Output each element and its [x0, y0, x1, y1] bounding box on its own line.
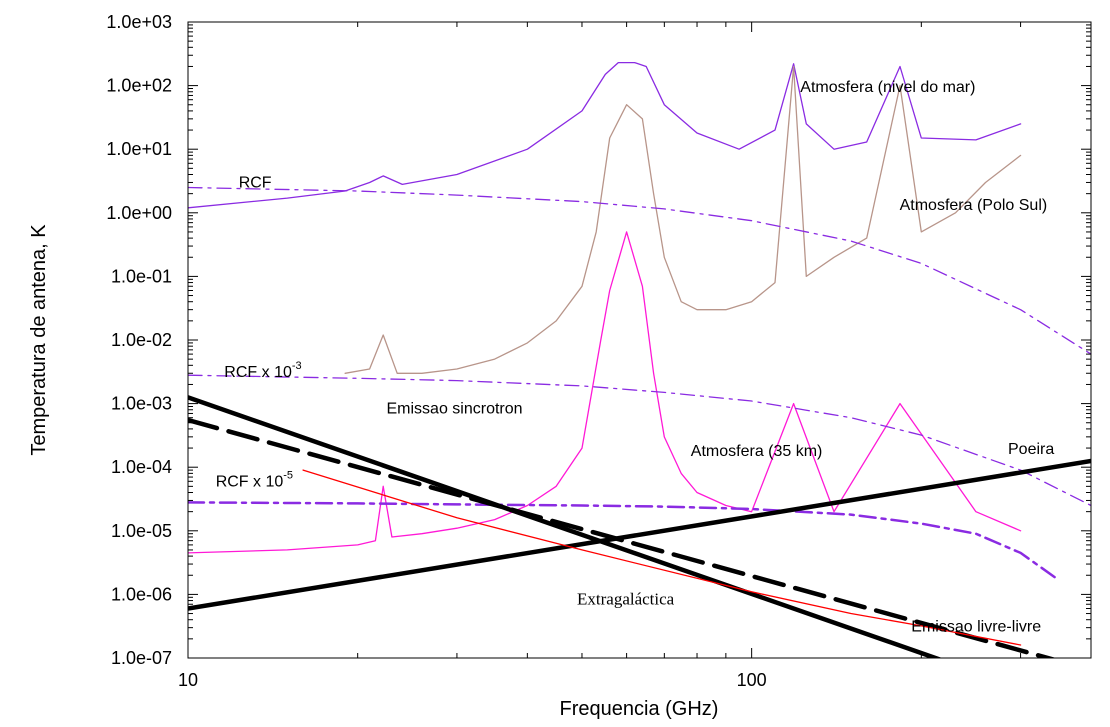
label-atmosfera-35-km: Atmosfera (35 km)	[691, 443, 823, 460]
label-rcf: RCF	[239, 175, 272, 192]
label-superscript: -5	[283, 469, 293, 481]
y-tick-label: 1.0e-05	[111, 521, 172, 541]
x-tick-label: 10	[178, 670, 198, 690]
series-atmosfera-polo-sul	[344, 65, 1022, 374]
label-poeira: Poeira	[1008, 441, 1054, 458]
y-tick-label: 1.0e-03	[111, 394, 172, 414]
y-tick-label: 1.0e-06	[111, 584, 172, 604]
label-superscript: -3	[292, 360, 302, 372]
y-tick-label: 1.0e+01	[106, 139, 172, 159]
y-tick-label: 1.0e-02	[111, 330, 172, 350]
plot-frame	[187, 21, 1092, 659]
series-layer	[188, 61, 1091, 658]
label-rcf-x-10-3: RCF x 10-3	[224, 360, 301, 381]
series-extragalactica	[302, 469, 1022, 646]
label-emissao-sincrotron: Emissao sincrotron	[387, 401, 523, 418]
y-tick-label: 1.0e-04	[111, 457, 172, 477]
label-atmosfera-nivel-do-mar: Atmosfera (nivel do mar)	[800, 79, 975, 96]
series-emissao-livre-livre	[188, 417, 1057, 658]
x-tick-label: 100	[737, 670, 767, 690]
y-tick-label: 1.0e+02	[106, 76, 172, 96]
label-atmosfera-polo-sul: Atmosfera (Polo Sul)	[900, 197, 1048, 214]
series-rcf-x-10-3	[188, 374, 1091, 507]
series-emissao-sincrotron	[188, 395, 943, 658]
series-poeira	[188, 458, 1091, 611]
series-rcf-x-10-5	[188, 501, 1060, 581]
ticks-layer: 1.0e+03 1.0e+02 1.0e+01 1.0e+00 1.0e-01 1.0e-…	[106, 12, 1092, 690]
label-emissao-livre-livre: Emissao livre-livre	[911, 619, 1041, 636]
series-atmosfera-nivel-do-mar	[188, 61, 1022, 209]
label-extragalactica: Extragaláctica	[577, 589, 675, 608]
label-rcf-x-10-5: RCF x 10-5	[216, 469, 293, 490]
y-tick-label: 1.0e+00	[106, 203, 172, 223]
y-tick-label: 1.0e-01	[111, 266, 172, 286]
labels-layer: Atmosfera (nivel do mar) Atmosfera (Polo …	[216, 79, 1055, 636]
y-tick-label: 1.0e-07	[111, 648, 172, 668]
y-tick-label: 1.0e+03	[106, 12, 172, 32]
x-axis-title: Frequencia (GHz)	[560, 698, 719, 720]
y-axis-title: Temperatura de antena, K	[28, 224, 50, 456]
series-rcf	[188, 186, 1091, 355]
